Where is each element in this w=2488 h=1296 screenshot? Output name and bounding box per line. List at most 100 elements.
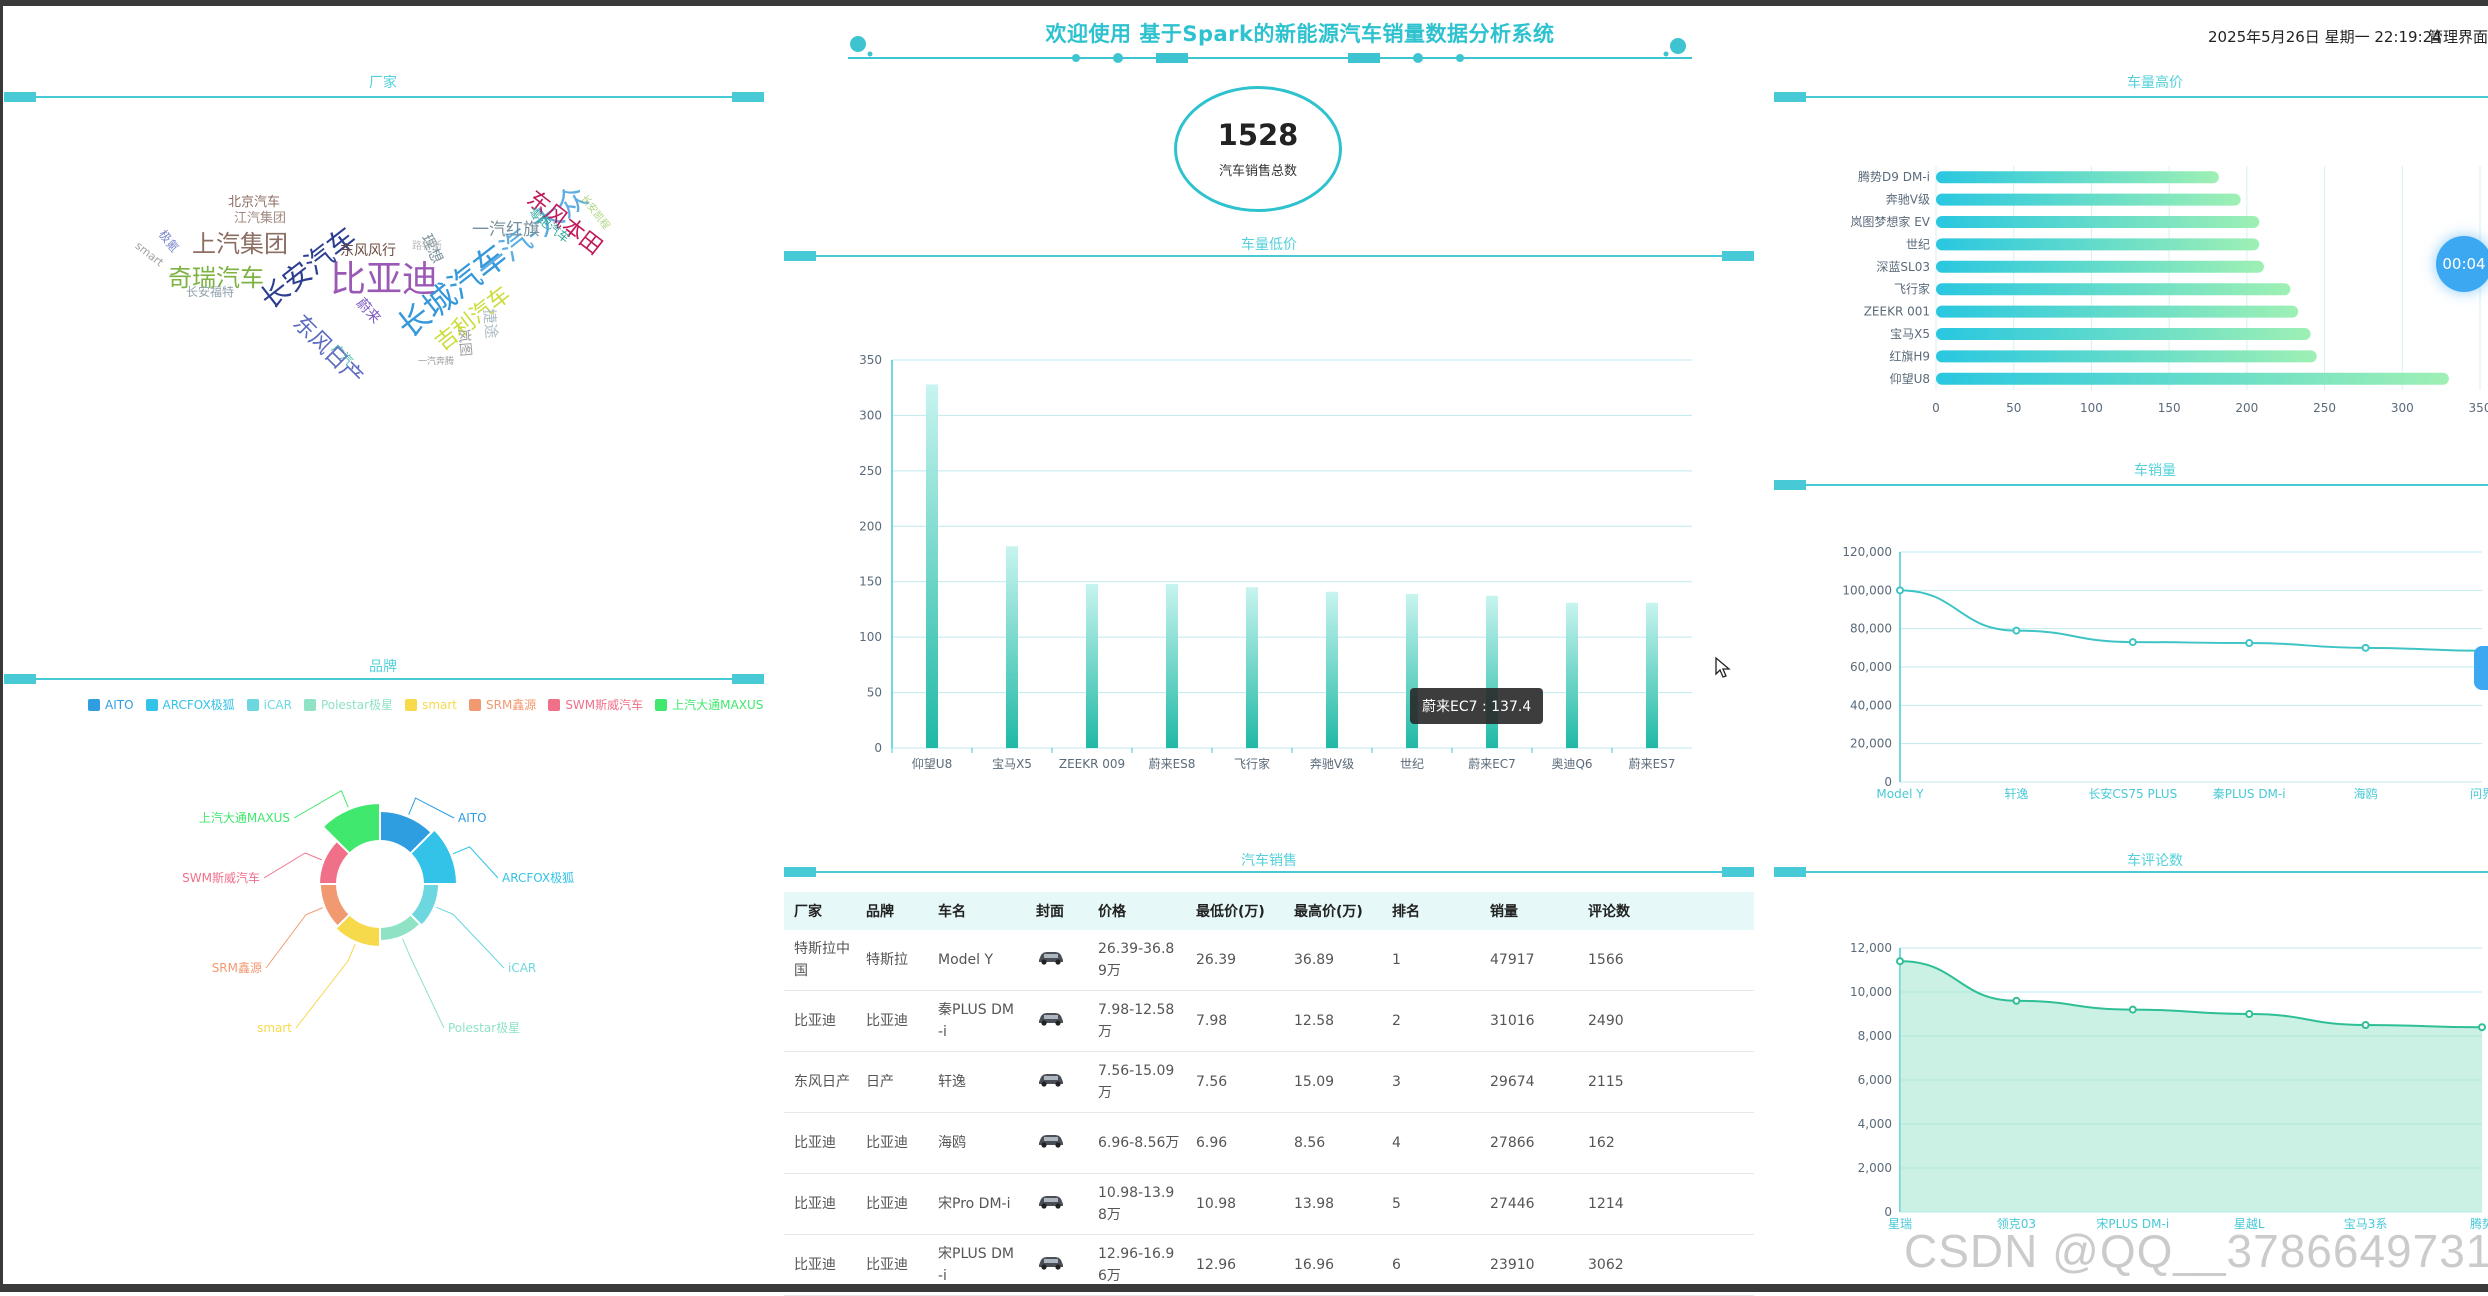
y-tick-label: 50 — [867, 686, 882, 700]
bar[interactable] — [1166, 583, 1178, 748]
wordcloud-word: 江汽集团 — [234, 211, 287, 226]
cell-brand: 比亚迪 — [856, 1112, 928, 1174]
wordcloud-word: 上汽集团 — [192, 230, 288, 258]
data-point[interactable] — [2128, 1005, 2137, 1014]
y-tick-label: 350 — [859, 353, 882, 367]
bar[interactable] — [926, 384, 938, 748]
bar[interactable] — [1486, 595, 1498, 748]
data-point[interactable] — [1896, 586, 1904, 595]
data-point[interactable] — [2012, 996, 2021, 1005]
x-tick-label: 0 — [1932, 401, 1940, 415]
x-tick-label: 领克03 — [1997, 1217, 2036, 1231]
legend-swatch — [548, 698, 561, 711]
bar[interactable] — [1006, 546, 1018, 748]
bar[interactable] — [1936, 283, 2291, 296]
cell-high-price: 13.98 — [1284, 1173, 1382, 1235]
table-row[interactable]: 比亚迪 比亚迪 宋Pro DM-i 10.98-13.9 8万 10.98 13.98 5 27… — [784, 1173, 1754, 1235]
page-title: 欢迎使用 基于Spark的新能源汽车销量数据分析系统 — [1045, 22, 1555, 46]
cell-brand: 特斯拉 — [856, 930, 928, 991]
column-header-cover: 封面 — [1026, 892, 1088, 930]
car-cover-icon — [1039, 951, 1063, 965]
y-tick-label: 8,000 — [1858, 1029, 1892, 1043]
bar[interactable] — [1646, 602, 1658, 748]
cell-cover — [1026, 990, 1088, 1052]
data-point[interactable] — [2361, 643, 2370, 652]
x-tick-label: 150 — [2158, 401, 2181, 415]
rose-slice[interactable] — [408, 883, 441, 928]
bar[interactable] — [1326, 591, 1338, 748]
cell-factory: 比亚迪 — [784, 1234, 856, 1296]
bar[interactable] — [1566, 602, 1578, 748]
bar[interactable] — [1246, 587, 1258, 748]
legend-item[interactable]: Polestar极星 — [303, 696, 394, 713]
timer-bubble[interactable]: 00:04 — [2436, 236, 2488, 292]
bar[interactable] — [1936, 193, 2241, 206]
data-point[interactable] — [2128, 638, 2137, 647]
data-point[interactable] — [2361, 1021, 2370, 1029]
table-header-row: 厂家 品牌 车名 封面 价格 最低价(万) 最高价(万) 排名 销量 评论数 — [784, 892, 1754, 930]
bar[interactable] — [1936, 171, 2219, 184]
y-tick-label: 0 — [874, 741, 882, 755]
cell-sales: 27866 — [1480, 1112, 1578, 1174]
legend-item[interactable]: smart — [405, 696, 457, 713]
admin-link[interactable]: 管理界面 — [2428, 28, 2488, 46]
data-point[interactable] — [2012, 626, 2021, 635]
cell-sales: 27446 — [1480, 1173, 1578, 1235]
cell-comments: 2490 — [1578, 990, 1754, 1052]
y-tick-label: 100 — [859, 630, 882, 644]
rose-slice[interactable] — [379, 912, 422, 943]
cell-sales: 47917 — [1480, 930, 1578, 991]
data-point[interactable] — [2245, 639, 2254, 648]
rose-slice[interactable] — [334, 912, 381, 949]
column-header-sales: 销量 — [1480, 892, 1578, 930]
data-point[interactable] — [2245, 1010, 2254, 1018]
x-tick-label: 奥迪Q6 — [1551, 757, 1592, 771]
table-row[interactable]: 东风日产 日产 轩逸 7.56-15.09 万 7.56 15.09 3 29674 2115 — [784, 1051, 1754, 1113]
cell-comments: 1566 — [1578, 930, 1754, 991]
cell-price: 6.96-8.56万 — [1088, 1112, 1186, 1174]
table-row[interactable]: 比亚迪 比亚迪 宋PLUS DM -i 12.96-16.9 6万 12.96 16.96 6 2… — [784, 1234, 1754, 1296]
rose-slice[interactable] — [318, 883, 352, 928]
wordcloud-word: 奇瑞汽车 — [168, 264, 264, 292]
y-tick-label: 60,000 — [1850, 660, 1892, 674]
table-row[interactable]: 特斯拉中国 特斯拉 Model Y 26.39-36.8 9万 26.39 36.89 1 47… — [784, 930, 1754, 991]
x-tick-label: 100 — [2080, 401, 2103, 415]
rose-slice[interactable] — [321, 801, 381, 856]
bar[interactable] — [1936, 260, 2264, 273]
legend-label: Polestar极星 — [320, 698, 394, 712]
legend-label: iCAR — [263, 697, 292, 712]
legend-item[interactable]: iCAR — [246, 696, 292, 713]
legend-swatch — [246, 698, 259, 711]
cell-price: 7.56-15.09 万 — [1088, 1051, 1186, 1113]
bar[interactable] — [1936, 216, 2260, 228]
legend-item[interactable]: AITO — [88, 696, 134, 713]
legend-item[interactable]: SRM鑫源 — [469, 696, 536, 713]
wordcloud-word: 长安福特 — [186, 285, 235, 299]
y-tick-label: 250 — [859, 464, 882, 478]
slice-label-line — [402, 938, 445, 1029]
section-title-manufacturer: 厂家 — [369, 75, 397, 91]
legend-item[interactable]: ARCFOX极狐 — [145, 696, 235, 713]
rose-slice[interactable] — [408, 828, 459, 885]
total-sales-ring — [1174, 86, 1342, 212]
bar[interactable] — [1936, 238, 2260, 251]
bar[interactable] — [1936, 350, 2317, 363]
column-header-factory: 厂家 — [784, 892, 856, 930]
data-point[interactable] — [1896, 957, 1904, 966]
data-point[interactable] — [2478, 1023, 2486, 1032]
bar[interactable] — [1406, 593, 1418, 748]
bar[interactable] — [1936, 372, 2449, 385]
cell-factory: 特斯拉中国 — [784, 930, 856, 991]
table-row[interactable]: 比亚迪 比亚迪 秦PLUS DM -i 7.98-12.58 万 7.98 12.58 2 310… — [784, 990, 1754, 1052]
bar[interactable] — [1936, 328, 2311, 340]
section-cap — [732, 674, 764, 684]
bar[interactable] — [1086, 583, 1098, 748]
x-tick-label: 350 — [2469, 401, 2488, 415]
legend-item[interactable]: 上汽大通MAXUS — [655, 696, 763, 713]
side-panel-handle[interactable] — [2474, 646, 2488, 690]
cell-comments: 2115 — [1578, 1051, 1754, 1113]
legend-item[interactable]: SWM斯威汽车 — [548, 696, 643, 713]
table-row[interactable]: 比亚迪 比亚迪 海鸥 6.96-8.56万 6.96 8.56 4 27866 162 — [784, 1112, 1754, 1174]
cell-name: 海鸥 — [928, 1112, 1026, 1174]
bar[interactable] — [1936, 305, 2299, 318]
